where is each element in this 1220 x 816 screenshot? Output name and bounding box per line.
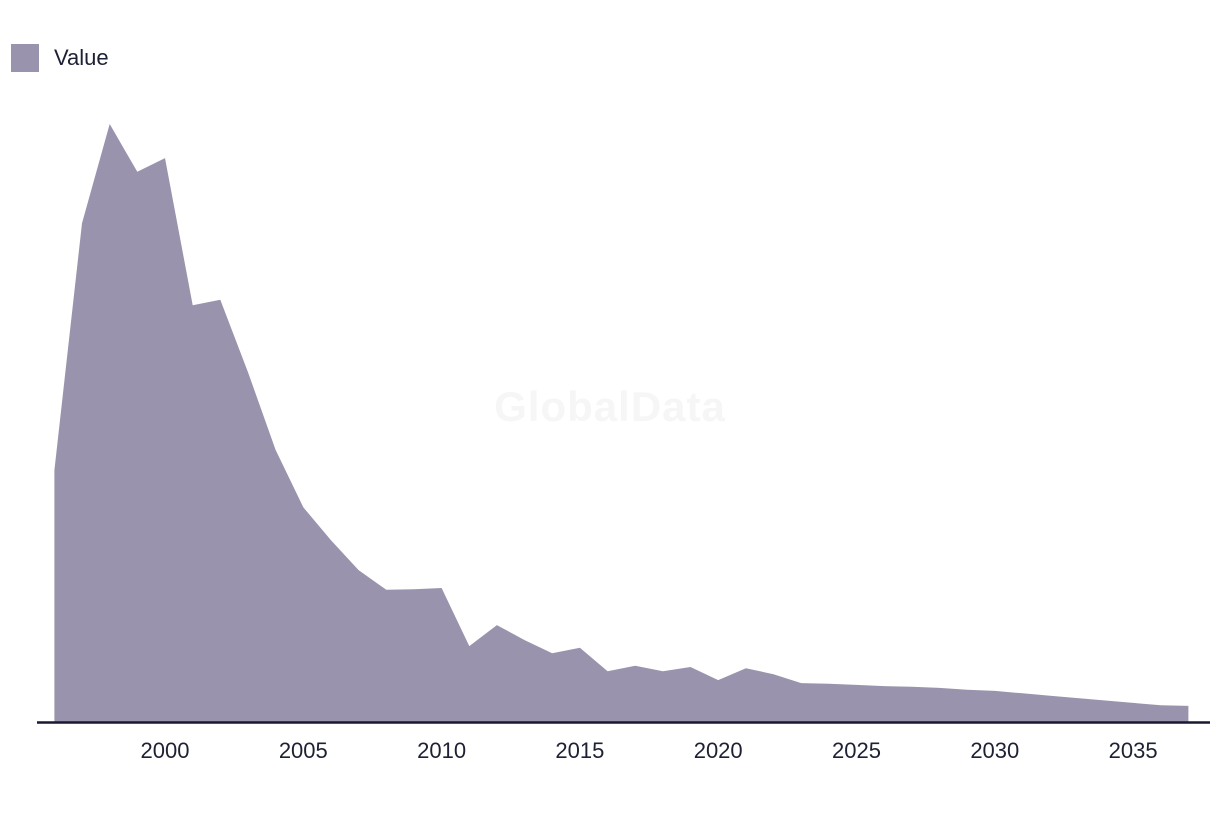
x-tick-label: 2035 [1108, 738, 1158, 763]
x-tick-label: 2020 [693, 738, 743, 763]
x-tick-label: 2030 [970, 738, 1020, 763]
x-tick-label: 2015 [555, 738, 605, 763]
value-area-series [54, 124, 1189, 722]
x-tick-label: 2005 [278, 738, 328, 763]
legend-item-value[interactable]: Value [11, 44, 109, 72]
legend-swatch-icon [11, 44, 39, 72]
legend-label: Value [54, 45, 109, 70]
x-tick-label: 2010 [417, 738, 467, 763]
x-tick-label: 2000 [140, 738, 190, 763]
x-tick-label: 2025 [832, 738, 881, 763]
globaldata-watermark: GlobalData [494, 383, 726, 430]
